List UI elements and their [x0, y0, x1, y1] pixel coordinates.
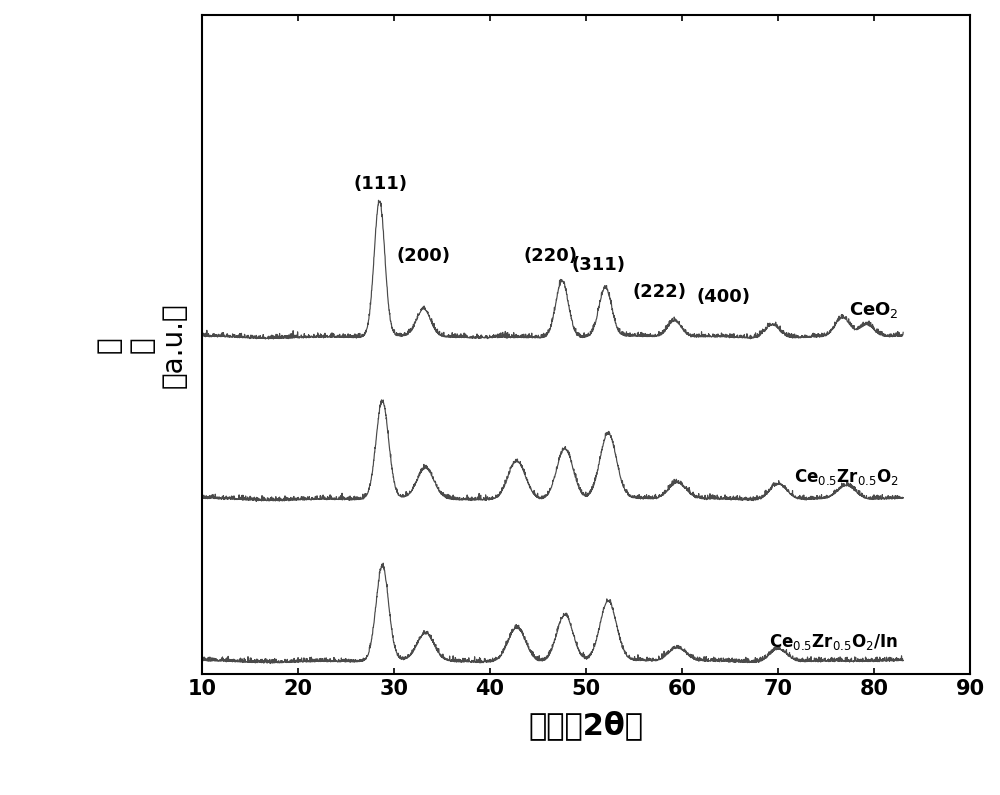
Text: (311): (311): [572, 257, 626, 274]
Text: (220): (220): [524, 247, 578, 265]
Text: Ce$_{0.5}$Zr$_{0.5}$O$_2$: Ce$_{0.5}$Zr$_{0.5}$O$_2$: [794, 467, 898, 487]
Text: CeO$_2$: CeO$_2$: [849, 300, 898, 320]
Text: (111): (111): [354, 176, 408, 193]
Text: (222): (222): [632, 284, 686, 301]
Y-axis label: 强
度
（a.u.）: 强 度 （a.u.）: [95, 302, 188, 387]
Text: (200): (200): [397, 247, 451, 265]
Text: Ce$_{0.5}$Zr$_{0.5}$O$_2$/In: Ce$_{0.5}$Zr$_{0.5}$O$_2$/In: [769, 632, 898, 652]
Text: (400): (400): [697, 288, 751, 305]
X-axis label: 角度（2θ）: 角度（2θ）: [529, 711, 644, 740]
